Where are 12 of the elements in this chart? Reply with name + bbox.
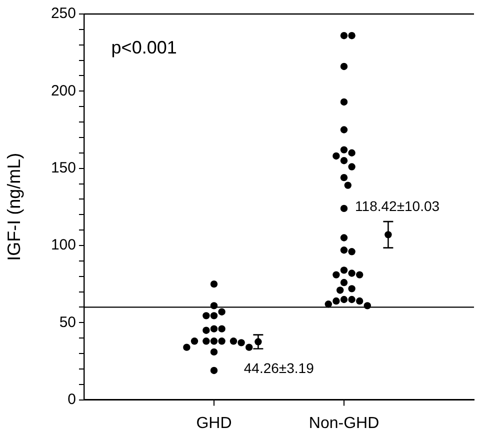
y-tick-label: 50 xyxy=(59,314,76,331)
y-axis-title: IGF-I (ng/mL) xyxy=(4,152,24,261)
y-tick-label: 100 xyxy=(50,236,76,254)
y-tick-label: 150 xyxy=(50,159,76,176)
y-tick-label: 200 xyxy=(50,82,76,100)
annotation: p<0.001 xyxy=(111,38,177,58)
annotation: 44.26±3.19 xyxy=(244,360,314,376)
y-tick-label: 0 xyxy=(68,390,76,408)
x-tick-label: Non-GHD xyxy=(308,414,380,432)
y-tick-label: 250 xyxy=(50,5,76,22)
x-tick-label: GHD xyxy=(196,414,232,432)
annotation: 118.42±10.03 xyxy=(355,198,440,214)
